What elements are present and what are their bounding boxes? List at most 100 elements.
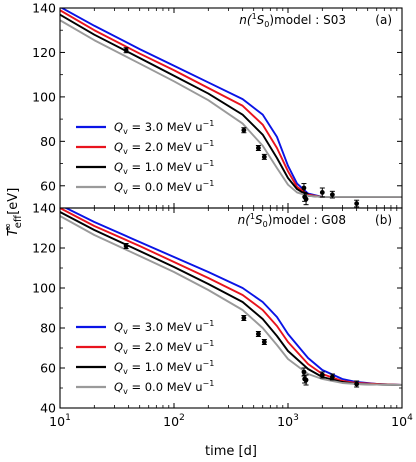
y-axis-label-sub: eff — [13, 214, 24, 228]
legend-value: = 1.0 — [128, 360, 167, 374]
model-prefix: n( — [239, 13, 253, 27]
observation-point-4 — [301, 369, 307, 375]
observations — [123, 243, 360, 388]
series-line-0 — [63, 208, 402, 386]
legend-entry-1: Qv = 2.0 MeV u−1 — [114, 339, 214, 356]
legend-unit-exp: −1 — [203, 359, 215, 368]
legend-symbol-sub: v — [123, 187, 128, 196]
legend-unit: MeV u — [167, 140, 203, 154]
model-state-sub: 0 — [263, 220, 268, 229]
legend-value: = 2.0 — [128, 340, 167, 354]
observation-point-4 — [301, 185, 307, 191]
observation-point-7 — [319, 190, 325, 195]
model-curves — [60, 208, 402, 386]
observation-point-8 — [329, 374, 335, 380]
y-tick-label-0: 40 — [40, 401, 56, 416]
legend-entry-3: Qv = 0.0 MeV u−1 — [114, 379, 214, 396]
legend-symbol: Q — [114, 380, 123, 394]
legend-value: = 3.0 — [128, 320, 167, 334]
y-tick-label-0: 60 — [40, 178, 56, 193]
y-axis-label-unit: [eV] — [6, 188, 21, 219]
panel-a: 60 80 100 120 140 n(1S0)model : S03 (a) Qv = 3.… — [32, 1, 403, 209]
legend-symbol: Q — [114, 120, 123, 134]
panel-label: (a) — [375, 13, 392, 27]
legend-entry-0: Qv = 3.0 MeV u−1 — [114, 119, 214, 136]
legend-symbol: Q — [114, 340, 123, 354]
y-tick-label-2: 80 — [40, 321, 56, 336]
observation-point-9 — [354, 381, 360, 387]
model-state-sup: 1 — [250, 212, 255, 221]
x-tick-label-exp: 4 — [407, 413, 413, 423]
observation-point-0 — [123, 47, 129, 53]
y-axis-label-main: T — [6, 227, 21, 236]
x-tick-label-3: 104 — [391, 413, 413, 429]
series-line-3 — [60, 215, 402, 386]
legend-unit-exp: −1 — [203, 379, 215, 388]
observation-point-7 — [319, 372, 325, 378]
x-tick-label-2: 103 — [277, 413, 299, 429]
legend-symbol-sub: v — [123, 127, 128, 136]
legend-unit-exp: −1 — [203, 159, 215, 168]
legend-symbol-sub: v — [123, 347, 128, 356]
y-tick-label-4: 120 — [32, 241, 56, 256]
legend-unit: MeV u — [167, 340, 203, 354]
legend-unit: MeV u — [167, 160, 203, 174]
y-axis-label-sup: ∞ — [3, 223, 14, 231]
legend-value: = 1.0 — [128, 160, 167, 174]
legend-symbol-sub: v — [123, 167, 128, 176]
observation-point-0 — [123, 243, 129, 249]
legend-unit: MeV u — [167, 120, 203, 134]
model-curves — [60, 8, 402, 198]
legend-symbol-sub: v — [123, 367, 128, 376]
y-axis-label: Teff∞ [eV] — [3, 188, 24, 237]
legend-value: = 2.0 — [128, 140, 167, 154]
legend-symbol: Q — [114, 160, 123, 174]
x-tick-label-exp: 1 — [65, 413, 71, 423]
observation-point-9 — [354, 201, 360, 206]
observation-point-6 — [303, 377, 309, 383]
y-tick-label-3: 120 — [32, 45, 56, 60]
observation-point-1 — [241, 315, 247, 321]
legend-value: = 0.0 — [128, 180, 167, 194]
y-tick-label-1: 80 — [40, 134, 56, 149]
panel-label: (b) — [375, 213, 392, 227]
x-tick-label-base: 10 — [391, 414, 407, 429]
legend-unit-exp: −1 — [203, 339, 215, 348]
x-tick-label-1: 102 — [163, 413, 185, 429]
observation-point-6 — [303, 196, 309, 202]
observation-point-2 — [256, 145, 261, 151]
series-line-2 — [60, 13, 402, 198]
observations — [123, 47, 360, 208]
legend-symbol: Q — [114, 320, 123, 334]
legend-unit-exp: −1 — [203, 139, 215, 148]
legend-symbol: Q — [114, 180, 123, 194]
y-tick-label-2: 100 — [32, 89, 56, 104]
series-line-1 — [60, 208, 402, 386]
model-suffix: )model : G08 — [268, 213, 346, 227]
legend-symbol-sub: v — [123, 387, 128, 396]
legend-entry-1: Qv = 2.0 MeV u−1 — [114, 139, 214, 156]
x-tick-label-0: 101 — [49, 413, 71, 429]
x-tick-label-exp: 3 — [293, 413, 299, 423]
legend-entry-2: Qv = 1.0 MeV u−1 — [114, 159, 214, 176]
model-annotation: n(1S0)model : S03 — [239, 12, 346, 29]
model-annotation: n(1S0)model : G08 — [238, 212, 346, 229]
observation-point-3 — [261, 154, 267, 160]
x-tick-label-base: 10 — [277, 414, 293, 429]
series-line-3 — [60, 19, 402, 198]
y-tick-label-1: 60 — [40, 361, 56, 376]
observation-point-3 — [261, 339, 267, 345]
series-line-0 — [60, 8, 402, 198]
legend-symbol-sub: v — [123, 327, 128, 336]
x-axis-label: time [d] — [205, 444, 257, 459]
x-tick-label-exp: 2 — [179, 413, 185, 423]
legend-unit: MeV u — [167, 380, 203, 394]
legend-unit-exp: −1 — [203, 119, 215, 128]
legend-entry-3: Qv = 0.0 MeV u−1 — [114, 179, 214, 196]
legend-unit: MeV u — [167, 180, 203, 194]
series-line-1 — [60, 9, 402, 198]
model-state-sup: 1 — [252, 12, 257, 21]
legend-unit: MeV u — [167, 360, 203, 374]
legend-symbol: Q — [114, 140, 123, 154]
